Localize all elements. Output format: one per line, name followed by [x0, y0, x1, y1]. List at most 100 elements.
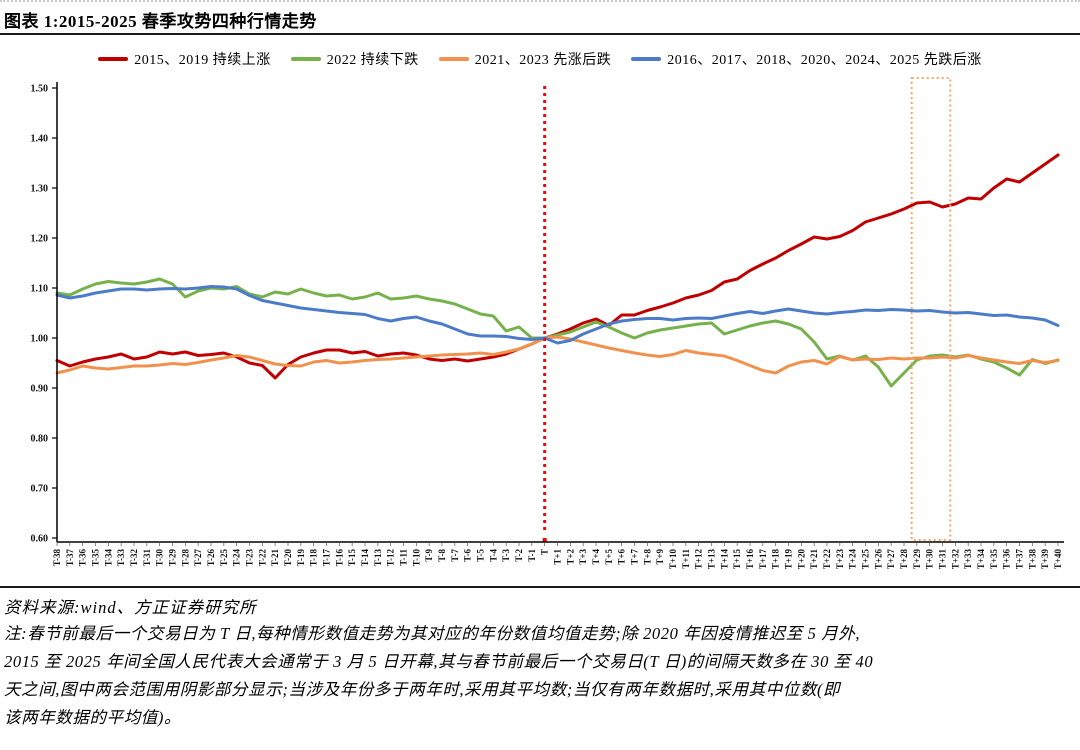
x-tick-label: T-32: [129, 549, 139, 567]
y-tick-label: 0.70: [31, 484, 49, 495]
figure-source: 资料来源:wind、方正证券研究所: [4, 598, 257, 617]
x-tick-label: T-9: [424, 549, 434, 562]
x-tick-label: T-12: [386, 549, 396, 567]
y-tick-label: 1.20: [31, 234, 49, 245]
y-tick-label: 1.50: [31, 84, 49, 95]
x-tick-label: T-37: [65, 549, 75, 567]
figure-note-line: 天之间,图中两会范围用阴影部分显示;当涉及年份多于两年时,采用其平均数;当仅有两…: [4, 680, 841, 699]
x-tick-label: T-16: [334, 549, 344, 567]
x-tick-label: T-20: [283, 549, 293, 567]
x-tick-label: T-11: [399, 549, 409, 566]
legend-item-2021-2023: 2021、2023 先涨后跌: [438, 49, 612, 69]
x-tick-label: T-30: [155, 549, 165, 567]
x-tick-label: T+7: [630, 549, 640, 565]
x-tick-label: T-25: [219, 549, 229, 567]
title-divider-line: [0, 33, 1080, 35]
x-tick-label: T-23: [245, 549, 255, 567]
x-tick-label: T+1: [553, 549, 563, 565]
x-tick-label: T+11: [681, 549, 691, 569]
x-tick-label: T+12: [694, 549, 704, 570]
x-tick-label: T+31: [938, 549, 948, 570]
x-tick-label: T+29: [912, 549, 922, 570]
x-tick-label: T-24: [232, 549, 242, 567]
x-tick-label: T+5: [604, 549, 614, 565]
x-tick-label: T+23: [835, 549, 845, 570]
x-tick-label: T-13: [373, 549, 383, 567]
legend-swatch-orange: [438, 57, 469, 61]
x-tick-label: T+30: [925, 549, 935, 570]
figure-note: 注:春节前最后一个交易日为 T 日,每种情形数值走势为其对应的年份数值均值走势;…: [4, 620, 1078, 732]
x-tick-label: T-36: [78, 549, 88, 567]
x-tick-label: T-28: [180, 549, 190, 567]
x-tick-label: T+6: [617, 549, 627, 565]
x-tick-label: T-31: [142, 549, 152, 567]
x-tick-label: T-14: [360, 549, 370, 567]
x-tick-label: T+36: [1002, 549, 1012, 570]
x-tick-label: T+4: [591, 549, 601, 565]
x-tick-label: T-19: [296, 549, 306, 567]
legend-swatch-green: [290, 57, 321, 61]
legend-label: 2016、2017、2018、2020、2024、2025 先跌后涨: [667, 53, 982, 68]
x-tick-label: T+28: [899, 549, 909, 570]
y-tick-label: 1.00: [31, 334, 49, 345]
x-tick-label: T-4: [488, 549, 498, 562]
x-tick-label: T+21: [809, 549, 819, 570]
x-tick-label: T-17: [322, 549, 332, 567]
x-tick-label: T-7: [450, 549, 460, 562]
x-tick-label: T-3: [501, 549, 511, 562]
x-tick-label: T+32: [950, 549, 960, 570]
chart-bottom-divider-line: [0, 586, 1080, 588]
x-tick-label: T+10: [668, 549, 678, 570]
series-line-1: [55, 277, 1060, 388]
x-tick-label: T: [540, 549, 550, 555]
x-tick-label: T-33: [116, 549, 126, 567]
figure-title: 图表 1:2015-2025 春季攻势四种行情走势: [4, 12, 317, 31]
legend-label: 2022 持续下跌: [326, 53, 419, 68]
x-tick-label: T-15: [347, 549, 357, 567]
x-tick-label: T+13: [707, 549, 717, 570]
x-tick-label: T-1: [527, 549, 537, 562]
figure-note-line: 2015 至 2025 年间全国人民代表大会通常于 3 月 5 日开幕,其与春节…: [4, 652, 874, 671]
y-tick-label: 1.40: [31, 134, 49, 145]
x-tick-label: T+3: [578, 549, 588, 565]
x-tick-label: T-29: [168, 549, 178, 567]
x-tick-label: T-27: [193, 549, 203, 567]
x-tick-label: T+40: [1053, 549, 1063, 570]
y-tick-label: 1.10: [31, 284, 49, 295]
x-tick-label: T+17: [758, 549, 768, 570]
x-tick-label: T-18: [309, 549, 319, 567]
y-tick-label: 0.60: [31, 534, 49, 545]
x-tick-label: T-26: [206, 549, 216, 567]
x-tick-label: T-6: [463, 549, 473, 562]
y-tick-label: 0.90: [31, 384, 49, 395]
legend-swatch-blue: [631, 57, 662, 61]
x-tick-label: T+14: [719, 549, 729, 570]
x-tick-label: T+18: [771, 549, 781, 570]
x-tick-label: T-2: [514, 549, 524, 562]
x-tick-label: T-22: [257, 549, 267, 567]
x-tick-label: T-38: [52, 549, 62, 567]
x-tick-label: T-10: [411, 549, 421, 567]
series-line-3: [55, 285, 1060, 345]
x-tick-label: T+9: [655, 549, 665, 565]
x-tick-label: T+34: [976, 549, 986, 570]
x-tick-label: T+16: [745, 549, 755, 570]
x-tick-label: T+2: [565, 549, 575, 565]
x-tick-label: T+33: [963, 549, 973, 570]
legend-item-2016-2025: 2016、2017、2018、2020、2024、2025 先跌后涨: [631, 49, 982, 69]
x-tick-label: T+26: [873, 549, 883, 570]
x-tick-label: T+8: [642, 549, 652, 565]
series-line-0: [55, 153, 1060, 380]
festival-day-marker-dot: [542, 538, 547, 542]
legend-label: 2021、2023 先涨后跌: [474, 53, 612, 68]
x-tick-label: T-21: [270, 549, 280, 567]
y-tick-label: 1.30: [31, 184, 49, 195]
x-tick-label: T+22: [822, 549, 832, 570]
x-tick-label: T+35: [989, 549, 999, 570]
x-tick-label: T-35: [91, 549, 101, 567]
line-chart-area: 0.60 0.70 0.80 0.90 1.00 1.10 1.20 1.30 1.40 1.50…: [0, 72, 1080, 587]
x-tick-label: T-8: [437, 549, 447, 562]
two-sessions-highlight-box: [910, 77, 952, 541]
x-tick-label: T+25: [861, 549, 871, 570]
